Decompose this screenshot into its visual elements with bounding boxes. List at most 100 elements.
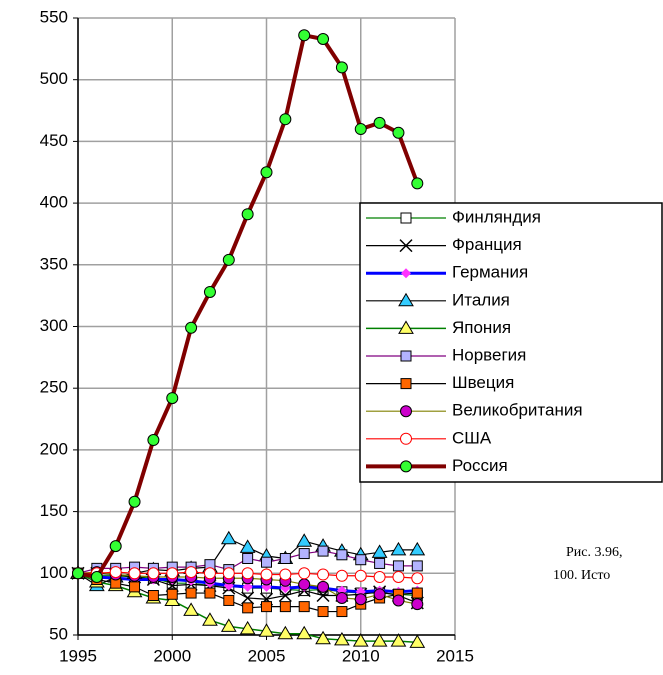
marker (354, 593, 367, 606)
legend-label: Германия (452, 263, 528, 282)
annotation: Рис. 3.96, (566, 545, 623, 560)
marker (72, 567, 84, 580)
marker (278, 588, 292, 603)
marker (392, 126, 405, 139)
marker (241, 591, 255, 605)
marker (400, 350, 412, 362)
marker (185, 321, 198, 334)
marker (335, 569, 348, 582)
marker (279, 113, 292, 126)
y-tick-label: 250 (40, 378, 68, 397)
marker (261, 556, 272, 568)
marker (222, 253, 235, 266)
legend-label: Италия (452, 290, 510, 309)
marker (128, 567, 141, 580)
marker (279, 601, 291, 613)
annotation: 100. Исто (553, 568, 610, 583)
marker (258, 623, 275, 637)
marker (147, 567, 160, 580)
y-tick-label: 150 (40, 501, 68, 520)
marker (129, 581, 141, 593)
marker (298, 567, 311, 580)
marker (298, 601, 310, 613)
marker (398, 292, 414, 307)
y-tick-label: 400 (40, 193, 68, 212)
marker (242, 602, 254, 614)
marker (185, 566, 198, 579)
marker (373, 588, 386, 601)
marker (239, 620, 256, 635)
marker (400, 460, 412, 473)
marker (409, 634, 426, 648)
y-tick-label: 50 (49, 624, 68, 643)
marker (241, 567, 254, 580)
marker (315, 630, 331, 645)
marker (166, 392, 179, 405)
marker (90, 571, 103, 584)
marker (401, 268, 411, 279)
marker (317, 32, 330, 45)
marker (392, 571, 405, 584)
marker (371, 544, 388, 558)
marker (183, 602, 199, 616)
x-tick-label: 2005 (248, 646, 286, 665)
marker (354, 569, 367, 582)
y-tick-label: 300 (40, 316, 68, 335)
marker (279, 552, 291, 564)
x-tick-label: 2010 (342, 646, 380, 665)
marker (317, 580, 330, 593)
x-tick-label: 2000 (153, 646, 191, 665)
marker (296, 533, 313, 547)
marker (400, 405, 412, 418)
marker (390, 541, 407, 556)
y-tick-label: 450 (40, 131, 68, 150)
marker (223, 594, 235, 606)
marker (109, 566, 122, 579)
y-tick-label: 550 (40, 7, 68, 26)
marker (185, 587, 197, 599)
marker (203, 285, 216, 298)
marker (166, 567, 179, 580)
marker (355, 554, 367, 566)
marker (399, 239, 413, 253)
legend-label: Финляндия (452, 207, 541, 226)
legend-label: Великобритания (452, 401, 583, 420)
marker (220, 618, 237, 632)
marker (317, 545, 329, 557)
marker (411, 177, 424, 190)
y-tick-label: 100 (40, 563, 68, 582)
marker (390, 633, 407, 647)
marker (316, 588, 330, 603)
marker (277, 625, 294, 640)
marker (242, 552, 254, 564)
marker (109, 540, 122, 553)
y-tick-label: 200 (40, 439, 68, 458)
legend-label: Норвегия (452, 345, 526, 364)
legend-label: Франция (452, 235, 522, 254)
marker (298, 29, 311, 42)
x-tick-label: 2015 (436, 646, 474, 665)
marker (400, 212, 412, 224)
marker (279, 568, 292, 581)
marker (373, 571, 386, 584)
marker (317, 606, 329, 618)
marker (260, 568, 273, 581)
marker (242, 581, 253, 592)
marker (392, 560, 404, 572)
marker (204, 587, 216, 599)
marker (335, 591, 348, 604)
x-tick-label: 1995 (59, 646, 97, 665)
marker (147, 434, 160, 447)
legend-label: США (452, 428, 492, 447)
legend-label: Швеция (452, 373, 514, 392)
marker (336, 606, 348, 618)
marker (411, 587, 423, 599)
legend-label: Япония (452, 318, 511, 337)
marker (260, 166, 273, 179)
marker (220, 530, 237, 545)
y-tick-label: 500 (40, 69, 68, 88)
marker (374, 557, 386, 569)
marker (166, 588, 178, 600)
